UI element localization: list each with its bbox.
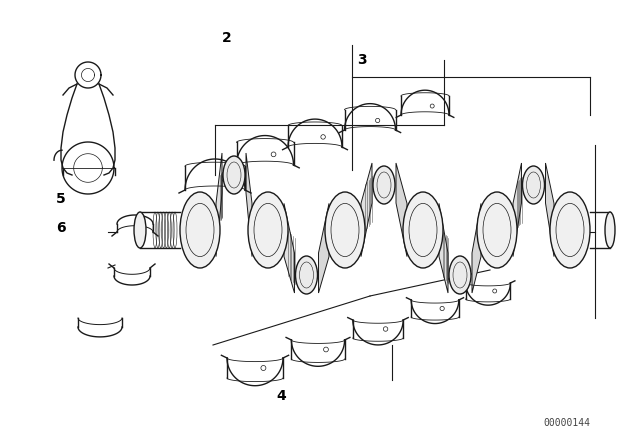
Text: 3: 3 (356, 53, 367, 68)
Text: 4: 4 (276, 389, 287, 404)
Polygon shape (361, 163, 372, 257)
Ellipse shape (449, 256, 471, 294)
Ellipse shape (522, 166, 545, 204)
Text: 5: 5 (56, 192, 66, 207)
Ellipse shape (223, 156, 245, 194)
Polygon shape (545, 163, 554, 257)
Polygon shape (246, 153, 252, 257)
Ellipse shape (248, 192, 288, 268)
Ellipse shape (373, 166, 395, 204)
Ellipse shape (550, 192, 590, 268)
Text: 00000144: 00000144 (543, 418, 590, 428)
Polygon shape (396, 163, 407, 257)
Polygon shape (319, 203, 329, 293)
Text: 2: 2 (222, 31, 232, 45)
Ellipse shape (403, 192, 443, 268)
Polygon shape (439, 203, 448, 293)
Ellipse shape (296, 256, 317, 294)
Ellipse shape (325, 192, 365, 268)
Text: 6: 6 (56, 221, 66, 236)
Polygon shape (472, 203, 481, 293)
Text: 1: 1 (574, 203, 584, 218)
Polygon shape (513, 163, 522, 257)
Ellipse shape (134, 212, 146, 248)
Ellipse shape (477, 192, 517, 268)
Polygon shape (284, 203, 294, 293)
Ellipse shape (180, 192, 220, 268)
Ellipse shape (605, 212, 615, 248)
Polygon shape (216, 153, 222, 257)
